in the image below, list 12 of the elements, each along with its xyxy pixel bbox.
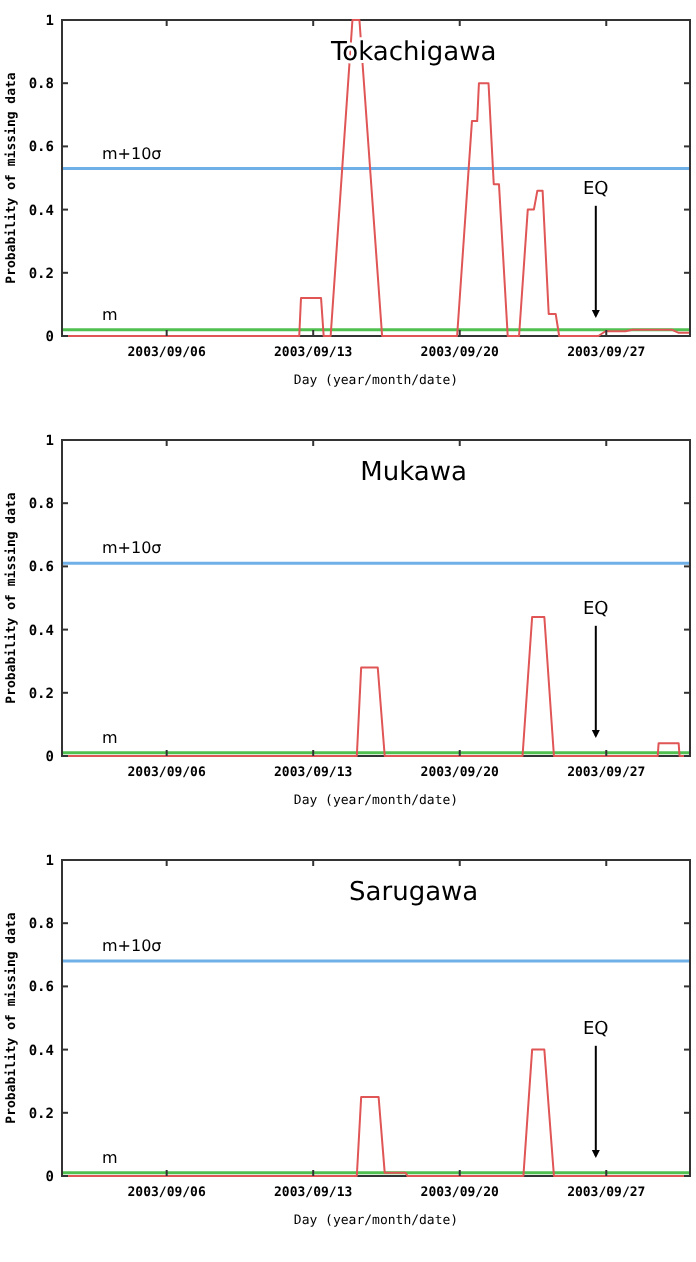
ref-line-label: m bbox=[102, 728, 118, 747]
ref-line-label: m+10σ bbox=[102, 144, 162, 163]
ref-line-label: m bbox=[102, 1148, 118, 1167]
annotation: EQ bbox=[583, 599, 609, 620]
text: Sarugawa bbox=[349, 878, 479, 908]
annotation: EQ bbox=[583, 179, 609, 200]
ref-line-label: m bbox=[102, 305, 118, 324]
annotation: EQ bbox=[583, 1019, 609, 1040]
ref-line-label: m+10σ bbox=[102, 539, 162, 558]
line-series bbox=[61, 19, 691, 337]
text: Mukawa bbox=[360, 458, 468, 488]
ref-line-label: m+10σ bbox=[102, 937, 162, 956]
